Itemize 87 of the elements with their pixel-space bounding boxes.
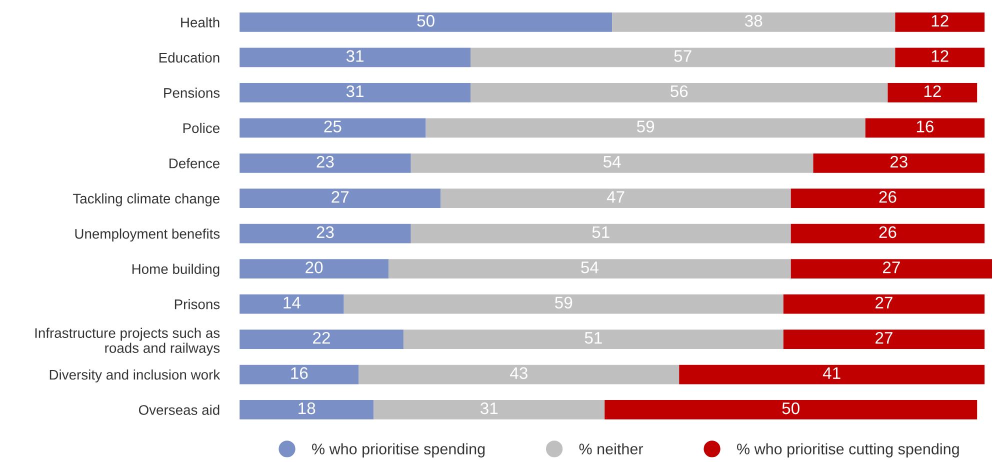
data-label: 31 <box>346 50 364 62</box>
data-label: 16 <box>291 367 308 379</box>
data-label: 16 <box>916 120 934 132</box>
bar <box>240 294 344 314</box>
bar <box>783 330 985 349</box>
bar <box>679 364 985 384</box>
data-label: 23 <box>316 156 334 168</box>
y-tick-label: Pensions <box>164 88 220 98</box>
bar <box>895 48 985 68</box>
data-label: 26 <box>879 191 896 203</box>
bar <box>470 48 896 68</box>
data-label: 57 <box>674 50 692 62</box>
data-label: 23 <box>890 156 908 168</box>
data-label: 41 <box>822 367 840 379</box>
y-tick-label: Prisons <box>174 299 220 310</box>
data-label: 20 <box>306 262 323 274</box>
data-label: 12 <box>924 85 941 97</box>
bar <box>470 83 888 102</box>
y-tick-label: Home building <box>132 264 220 277</box>
y-tick-label: Unemployment benefits <box>75 228 220 242</box>
bar <box>888 83 978 102</box>
bar <box>240 400 374 420</box>
data-label: 26 <box>879 226 896 238</box>
bar <box>403 330 784 349</box>
data-label: 59 <box>636 120 654 132</box>
data-label: 54 <box>603 156 621 168</box>
bar <box>240 83 471 102</box>
data-label: 50 <box>782 402 800 414</box>
bar <box>240 259 389 279</box>
bar <box>388 259 791 279</box>
bar <box>410 224 791 244</box>
bar <box>358 364 680 384</box>
bar <box>240 188 441 208</box>
y-tick-label: Diversity and inclusion work <box>50 369 220 382</box>
bar <box>813 153 985 173</box>
bar <box>240 330 404 349</box>
legend-label: % who prioritise cutting spending <box>737 443 959 458</box>
data-label: 27 <box>332 191 349 203</box>
data-label: 18 <box>298 402 316 414</box>
bar <box>790 224 985 244</box>
legend-label: % who prioritise spending <box>312 443 485 458</box>
data-label: 50 <box>417 14 434 27</box>
y-tick-label: Overseas aid <box>138 404 220 415</box>
bar <box>374 400 605 420</box>
data-label: 59 <box>555 296 572 309</box>
data-label: 25 <box>324 120 342 132</box>
data-label: 14 <box>284 296 300 308</box>
bar <box>240 153 411 173</box>
data-label: 27 <box>876 332 892 344</box>
y-tick-label: Defence <box>170 158 220 168</box>
bar <box>612 12 896 32</box>
data-label: 43 <box>510 367 528 379</box>
data-label: 51 <box>592 226 610 238</box>
data-label: 54 <box>581 262 598 274</box>
y-tick-label: Tackling climate change <box>72 193 220 206</box>
bar <box>410 153 814 173</box>
data-label: 51 <box>584 332 602 344</box>
y-tick-label: Education <box>159 52 220 63</box>
bar <box>783 294 985 314</box>
data-label: 12 <box>932 14 948 27</box>
data-label: 22 <box>313 332 330 344</box>
bar <box>426 118 866 138</box>
y-tick-label: Health <box>181 17 220 28</box>
data-label: 38 <box>744 14 762 27</box>
data-label: 12 <box>932 50 948 62</box>
data-label: 31 <box>480 402 498 414</box>
bar <box>790 259 992 279</box>
data-label: 31 <box>346 85 364 98</box>
y-tick-label: Infrastructure projects such as roads and railways <box>35 328 220 356</box>
bar <box>240 224 411 244</box>
bar <box>440 188 791 208</box>
bar <box>240 12 612 32</box>
bar <box>604 400 978 420</box>
y-tick-label: Police <box>183 122 220 134</box>
bar <box>240 48 471 68</box>
bar <box>790 188 985 208</box>
bar <box>895 12 985 32</box>
data-label: 56 <box>670 85 688 98</box>
bar <box>865 118 985 138</box>
bar <box>240 118 426 138</box>
legend-label: % neither <box>579 443 644 454</box>
data-label: 27 <box>876 296 892 308</box>
data-label: 27 <box>883 262 900 274</box>
bar <box>344 294 784 314</box>
data-label: 23 <box>316 226 334 238</box>
bar <box>240 364 359 384</box>
data-label: 47 <box>606 191 624 203</box>
